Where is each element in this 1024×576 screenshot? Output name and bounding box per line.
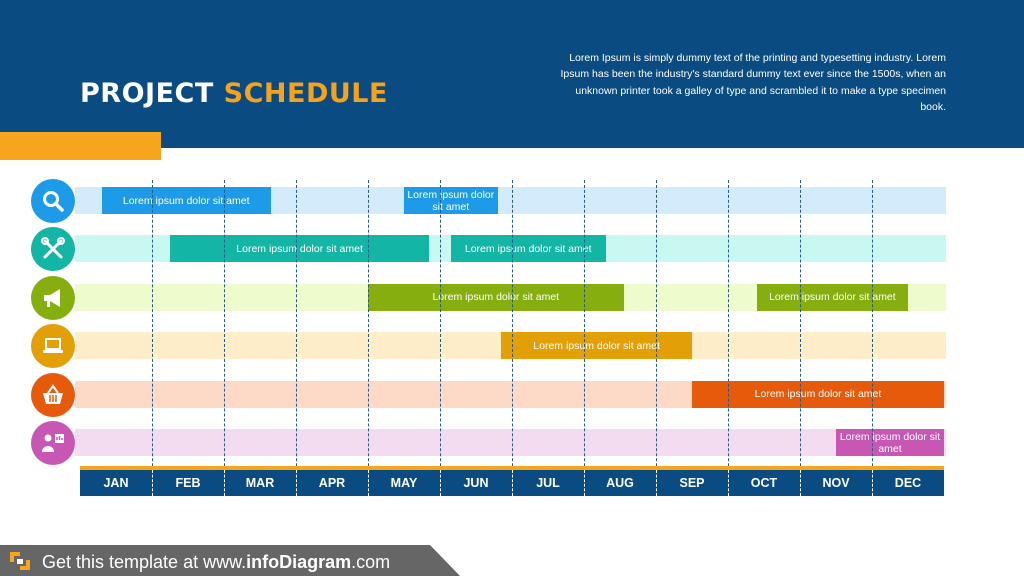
footer-banner <box>0 545 460 576</box>
title-accent: SCHEDULE <box>223 78 388 109</box>
month-divider <box>152 180 153 496</box>
month-label: JUN <box>463 476 489 490</box>
row-background <box>75 429 946 456</box>
footer-link[interactable]: Get this template at www.infoDiagram.com <box>42 552 390 573</box>
month-divider <box>368 180 369 496</box>
task-bar[interactable]: Lorem ipsum dolor sit amet <box>368 283 624 311</box>
presenter-icon <box>42 434 64 452</box>
task-bar[interactable]: Lorem ipsum dolor sit amet <box>101 187 271 214</box>
month-label: MAR <box>245 476 275 490</box>
month-axis-divider <box>368 470 369 496</box>
page-title: PROJECT SCHEDULE <box>80 78 388 109</box>
month-label: JAN <box>103 476 129 490</box>
month-label: AUG <box>606 476 634 490</box>
task-bar[interactable]: Lorem ipsum dolor sit amet <box>450 235 606 263</box>
month-label: FEB <box>175 476 201 490</box>
task-bar[interactable]: Lorem ipsum dolor sit amet <box>501 332 692 360</box>
month-label: NOV <box>822 476 850 490</box>
task-bar[interactable]: Lorem ipsum dolor sit amet <box>836 429 944 456</box>
month-axis-divider <box>584 470 585 496</box>
month-divider <box>440 180 441 496</box>
megaphone-icon <box>44 288 60 307</box>
month-axis-divider <box>512 470 513 496</box>
tools-icon <box>41 237 65 259</box>
month-axis-divider <box>296 470 297 496</box>
row-icon-badge <box>31 421 75 465</box>
title-main: PROJECT <box>80 78 214 109</box>
month-divider <box>296 180 297 496</box>
month-divider <box>728 180 729 496</box>
month-axis-divider <box>152 470 153 496</box>
task-bar[interactable]: Lorem ipsum dolor sit amet <box>404 187 498 214</box>
task-bar[interactable]: Lorem ipsum dolor sit amet <box>692 380 944 408</box>
header-description: Lorem Ipsum is simply dummy text of the … <box>560 52 946 114</box>
month-label: APR <box>318 476 346 490</box>
row-icon-badge <box>31 324 75 369</box>
accent-tab <box>0 132 161 160</box>
laptop-icon <box>43 338 63 354</box>
task-bar[interactable]: Lorem ipsum dolor sit amet <box>756 283 908 311</box>
month-divider <box>872 180 873 496</box>
month-axis-divider <box>872 470 873 496</box>
month-axis-divider <box>440 470 441 496</box>
infodiagram-logo-icon <box>10 552 30 570</box>
row-icon-badge <box>31 179 75 223</box>
month-axis-divider <box>656 470 657 496</box>
month-divider <box>512 180 513 496</box>
row-icon-badge <box>31 372 75 417</box>
month-label: DEC <box>894 476 922 490</box>
footer-suffix: .com <box>351 552 391 572</box>
footer-prefix: Get this template at www. <box>42 552 247 572</box>
month-label: SEP <box>679 476 705 490</box>
month-label: MAY <box>390 476 418 490</box>
month-axis-divider <box>800 470 801 496</box>
month-axis-divider <box>224 470 225 496</box>
month-divider <box>656 180 657 496</box>
search-icon <box>43 191 64 212</box>
month-divider <box>800 180 801 496</box>
row-icon-badge <box>31 227 75 272</box>
header-banner <box>0 0 1024 148</box>
month-axis-divider <box>728 470 729 496</box>
footer-brand: infoDiagram <box>246 552 352 572</box>
row-icon-badge <box>31 275 75 320</box>
month-label: JUL <box>536 476 560 490</box>
shopping-basket-icon <box>43 383 63 404</box>
month-label: OCT <box>750 476 778 490</box>
task-bar[interactable]: Lorem ipsum dolor sit amet <box>170 235 430 263</box>
month-divider <box>584 180 585 496</box>
month-divider <box>224 180 225 496</box>
